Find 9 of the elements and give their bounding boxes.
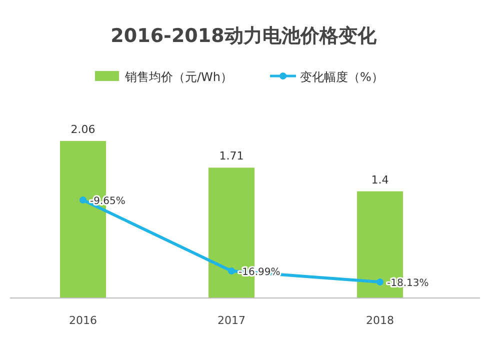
legend-label: 销售均价（元/Wh）: [124, 70, 233, 84]
chart-title: 2016-2018动力电池价格变化: [110, 25, 378, 47]
data-label: 1.71: [219, 150, 244, 163]
x-tick-label: 2016: [69, 314, 97, 327]
x-tick-label: 2017: [218, 314, 246, 327]
x-tick-label: 2018: [366, 314, 394, 327]
legend-label: 变化幅度（%）: [300, 70, 384, 84]
data-label: 1.4: [371, 173, 389, 186]
data-label: 2.06: [70, 123, 96, 136]
